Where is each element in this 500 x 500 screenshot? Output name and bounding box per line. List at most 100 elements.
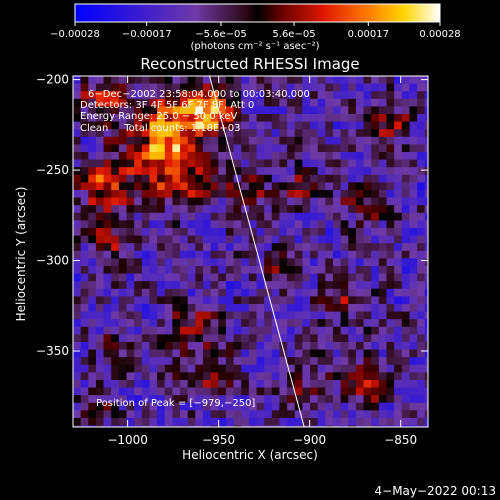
heatmap-cell: [332, 235, 342, 244]
heatmap-cell: [111, 113, 120, 123]
heatmap-cell: [348, 159, 357, 168]
heatmap-cell: [256, 83, 265, 92]
heatmap-cell: [164, 167, 173, 176]
heatmap-cell: [317, 235, 326, 244]
heatmap-cell: [279, 425, 288, 427]
heatmap-cell: [126, 410, 135, 419]
heatmap-cell: [317, 106, 326, 115]
heatmap-cell: [218, 98, 227, 107]
heatmap-cell: [417, 273, 426, 282]
heatmap-cell: [424, 205, 428, 214]
heatmap-cell: [417, 387, 426, 396]
heatmap-cell: [141, 197, 150, 206]
heatmap-cell: [302, 288, 311, 297]
heatmap-cell: [355, 319, 365, 328]
heatmap-cell: [417, 379, 426, 389]
heatmap-cell: [118, 174, 128, 183]
heatmap-cell: [233, 182, 242, 191]
heatmap-cell: [279, 235, 288, 244]
heatmap-cell: [401, 311, 410, 320]
heatmap-cell: [279, 334, 288, 343]
heatmap-cell: [202, 281, 212, 290]
heatmap-cell: [202, 288, 212, 297]
heatmap-cell: [417, 91, 426, 100]
heatmap-cell: [302, 106, 311, 115]
heatmap-cell: [187, 334, 196, 343]
heatmap-cell: [348, 326, 357, 335]
heatmap-cell: [279, 379, 288, 389]
heatmap-cell: [424, 395, 428, 404]
heatmap-cell: [241, 174, 250, 183]
heatmap-cell: [103, 410, 112, 419]
heatmap-cell: [141, 258, 150, 267]
heatmap-cell: [157, 349, 166, 358]
heatmap-cell: [302, 182, 311, 191]
heatmap-cell: [80, 395, 89, 404]
heatmap-cell: [394, 227, 403, 237]
heatmap-cell: [271, 357, 280, 366]
heatmap-cell: [225, 258, 235, 267]
heatmap-cell: [302, 113, 311, 123]
heatmap-cell: [103, 174, 112, 183]
heatmap-cell: [233, 402, 242, 411]
heatmap-cell: [95, 83, 105, 92]
heatmap-cell: [80, 425, 89, 427]
heatmap-cell: [141, 334, 150, 343]
heatmap-cell: [149, 250, 158, 259]
heatmap-cell: [164, 410, 173, 419]
heatmap-cell: [417, 182, 426, 191]
heatmap-cell: [88, 326, 97, 335]
heatmap-cell: [111, 159, 120, 168]
heatmap-cell: [202, 182, 212, 191]
heatmap-cell: [310, 372, 319, 381]
heatmap-cell: [195, 265, 204, 275]
heatmap-cell: [248, 258, 258, 267]
heatmap-cell: [180, 227, 189, 237]
heatmap-cell: [401, 243, 410, 252]
heatmap-cell: [332, 364, 342, 373]
heatmap-cell: [363, 410, 372, 419]
heatmap-cell: [317, 174, 326, 183]
heatmap-cell: [111, 349, 120, 358]
heatmap-cell: [172, 83, 181, 92]
heatmap-cell: [279, 258, 288, 267]
heatmap-cell: [111, 326, 120, 335]
heatmap-cell: [394, 410, 403, 419]
heatmap-cell: [248, 395, 258, 404]
heatmap-cell: [88, 220, 97, 229]
heatmap-cell: [271, 273, 280, 282]
heatmap-cell: [248, 281, 258, 290]
heatmap-cell: [310, 425, 319, 427]
heatmap-cell: [95, 151, 105, 161]
heatmap-cell: [378, 91, 387, 100]
heatmap-cell: [95, 167, 105, 176]
heatmap-cell: [157, 144, 166, 153]
heatmap-cell: [225, 76, 235, 85]
heatmap-cell: [157, 326, 166, 335]
heatmap-cell: [302, 129, 311, 138]
heatmap-cell: [294, 372, 303, 381]
heatmap-cell: [401, 395, 410, 404]
heatmap-cell: [371, 379, 380, 389]
heatmap-cell: [180, 189, 189, 199]
heatmap-cell: [225, 364, 235, 373]
heatmap-cell: [157, 379, 166, 389]
heatmap-cell: [180, 395, 189, 404]
heatmap-cell: [180, 296, 189, 305]
heatmap-cell: [195, 273, 204, 282]
heatmap-cell: [279, 182, 288, 191]
heatmap-cell: [348, 189, 357, 199]
heatmap-cell: [172, 410, 181, 419]
heatmap-cell: [202, 341, 212, 351]
heatmap-cell: [371, 250, 380, 259]
colorbar-gradient: [74, 3, 441, 23]
heatmap-cell: [149, 205, 158, 214]
heatmap-cell: [317, 197, 326, 206]
heatmap-cell: [279, 364, 288, 373]
heatmap-cell: [371, 144, 380, 153]
heatmap-cell: [95, 341, 105, 351]
heatmap-cell: [233, 288, 242, 297]
heatmap-cell: [332, 296, 342, 305]
heatmap-cell: [88, 265, 97, 275]
heatmap-cell: [164, 334, 173, 343]
